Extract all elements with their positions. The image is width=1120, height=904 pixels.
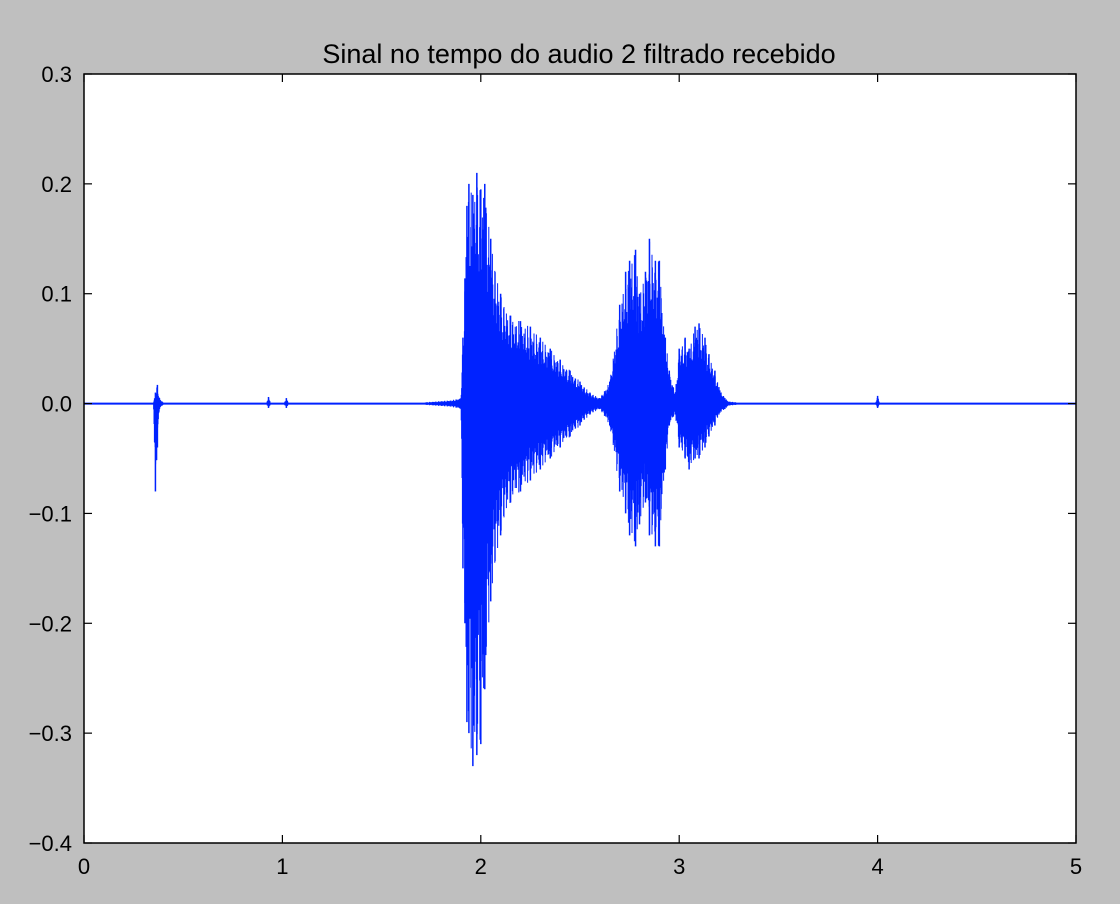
plot-frame: [83, 73, 1077, 844]
y-tick-labels: −0.4 −0.3 −0.2 −0.1 0.0 0.1 0.2 0.3: [29, 62, 72, 856]
y-tick-label: −0.4: [29, 831, 72, 856]
x-tick-label: 2: [475, 854, 487, 879]
y-tick-label: 0.2: [41, 172, 72, 197]
y-tick-label: 0.1: [41, 282, 72, 307]
x-tick-label: 5: [1070, 854, 1082, 879]
signal-layer: [84, 172, 1076, 767]
x-tick-label: 1: [276, 854, 288, 879]
y-tick-label: 0.3: [41, 62, 72, 87]
x-tick-label: 3: [673, 854, 685, 879]
plot-area: [84, 74, 1076, 843]
x-tick-label: 0: [78, 854, 90, 879]
y-tick-label: −0.2: [29, 611, 72, 636]
y-tick-label: −0.3: [29, 721, 72, 746]
y-tick-label: 0.0: [41, 392, 72, 417]
x-tick-label: 4: [871, 854, 883, 879]
series-0: [84, 172, 1076, 767]
x-tick-labels: 0 1 2 3 4 5: [78, 854, 1082, 879]
chart-title: Sinal no tempo do audio 2 filtrado receb…: [322, 39, 835, 69]
y-tick-label: −0.1: [29, 501, 72, 526]
